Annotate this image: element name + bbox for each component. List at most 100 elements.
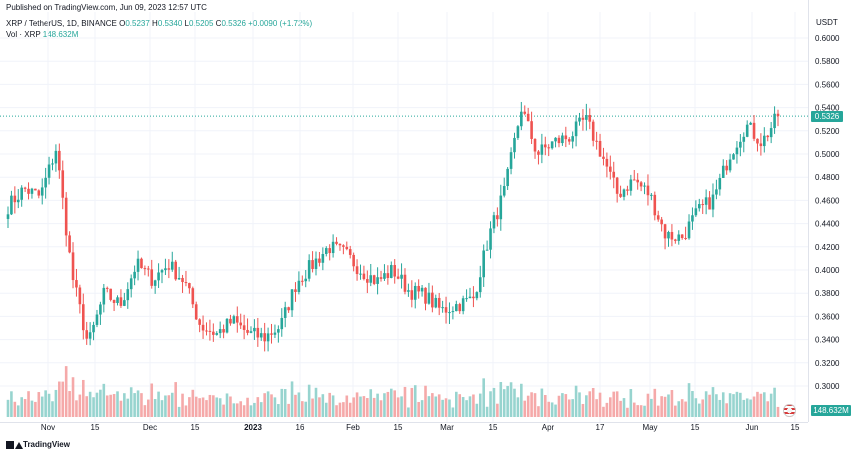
volume-bar	[735, 391, 739, 417]
candle-body	[561, 135, 564, 144]
candle-body	[393, 265, 397, 277]
volume-key[interactable]: Vol · XRP	[6, 30, 41, 39]
volume-bar	[489, 391, 492, 417]
volume-bar	[773, 387, 776, 417]
candle-body	[44, 177, 47, 188]
volume-bar	[523, 400, 527, 417]
volume-bar	[20, 397, 23, 417]
candle-body	[663, 224, 667, 239]
candle-body	[184, 282, 188, 284]
candle-body	[208, 330, 212, 332]
volume-bar	[266, 391, 270, 417]
candle-body	[16, 199, 20, 203]
candle-body	[496, 215, 499, 220]
x-tick-label: 17	[596, 423, 605, 432]
last-price-badge: 0.5326	[811, 111, 843, 122]
candle-body	[64, 197, 68, 236]
volume-bar	[99, 389, 102, 417]
volume-bar	[109, 394, 112, 417]
candle-body	[749, 122, 752, 125]
volume-bar	[639, 405, 643, 417]
candle-body	[259, 333, 263, 338]
x-tick-label: 15	[191, 423, 200, 432]
volume-bar	[68, 391, 71, 417]
candle-body	[37, 190, 41, 196]
volume-bar	[174, 382, 177, 417]
candle-body	[718, 177, 722, 190]
candle-body	[372, 275, 376, 284]
symbol-label[interactable]: XRP / TetherUS, 1D, BINANCE	[6, 19, 117, 28]
candle-body	[506, 168, 509, 187]
volume-bar	[290, 381, 294, 417]
volume-bar	[188, 397, 191, 417]
candle-body	[126, 289, 130, 301]
volume-bar	[711, 387, 715, 417]
candle-body	[585, 115, 588, 120]
candle-body	[759, 143, 763, 147]
candle-body	[23, 187, 27, 189]
volume-bar	[396, 397, 400, 417]
volume-bar	[215, 397, 219, 417]
candle-body	[352, 254, 355, 267]
volume-bar	[205, 400, 208, 417]
x-tick-label: May	[642, 423, 657, 432]
candle-body	[711, 194, 715, 210]
volume-bar	[567, 399, 571, 417]
candle-body	[249, 331, 253, 333]
volume-bar	[242, 405, 246, 417]
candle-body	[6, 214, 10, 219]
candle-body	[369, 275, 373, 283]
candle-body	[571, 136, 574, 142]
candle-body	[88, 332, 92, 339]
candle-body	[277, 329, 280, 333]
volume-bar	[318, 397, 321, 417]
volume-bar	[554, 404, 557, 417]
volume-bar	[304, 401, 308, 417]
candle-body	[420, 287, 424, 292]
volume-bar	[496, 403, 499, 417]
volume-bar	[622, 398, 626, 417]
candle-body	[619, 193, 622, 197]
candle-body	[188, 283, 191, 289]
volume-bar	[663, 396, 667, 417]
volume-bar	[506, 385, 509, 417]
volume-bar	[58, 381, 61, 417]
candle-body	[235, 316, 239, 323]
y-tick-label: 0.5400	[815, 104, 840, 113]
candle-body	[574, 121, 578, 137]
currency-label[interactable]: USDT	[816, 18, 838, 27]
candle-body	[167, 268, 171, 270]
close-key: C	[215, 19, 222, 28]
volume-bar	[116, 391, 119, 417]
volume-bar	[280, 388, 284, 417]
volume-bar	[776, 406, 780, 417]
y-tick-label: 0.3800	[815, 289, 840, 298]
volume-bar	[588, 391, 592, 417]
candle-body	[650, 194, 653, 196]
volume-bar	[160, 400, 164, 417]
candle-body	[335, 241, 338, 244]
volume-bar	[153, 399, 157, 417]
volume-bar	[164, 395, 167, 417]
candle-body	[68, 235, 71, 253]
y-tick-label: 0.5600	[815, 80, 840, 89]
volume-bar	[51, 401, 54, 417]
candle-body	[639, 182, 643, 187]
published-note: Published on TradingView.com, Jun 09, 20…	[6, 3, 207, 12]
candle-body	[437, 297, 441, 308]
volume-bar	[119, 400, 123, 417]
candle-body	[119, 297, 123, 306]
volume-bar	[133, 393, 136, 417]
volume-bar	[126, 398, 130, 417]
volume-bar	[311, 398, 314, 417]
volume-bar	[656, 405, 660, 417]
volume-bar	[136, 390, 140, 417]
volume-bar	[458, 394, 462, 417]
candle-body	[359, 273, 362, 275]
tradingview-logo[interactable]: TradingView	[6, 440, 70, 449]
open-key: O	[119, 19, 126, 28]
volume-bar	[766, 401, 770, 417]
volume-bar	[615, 391, 619, 417]
